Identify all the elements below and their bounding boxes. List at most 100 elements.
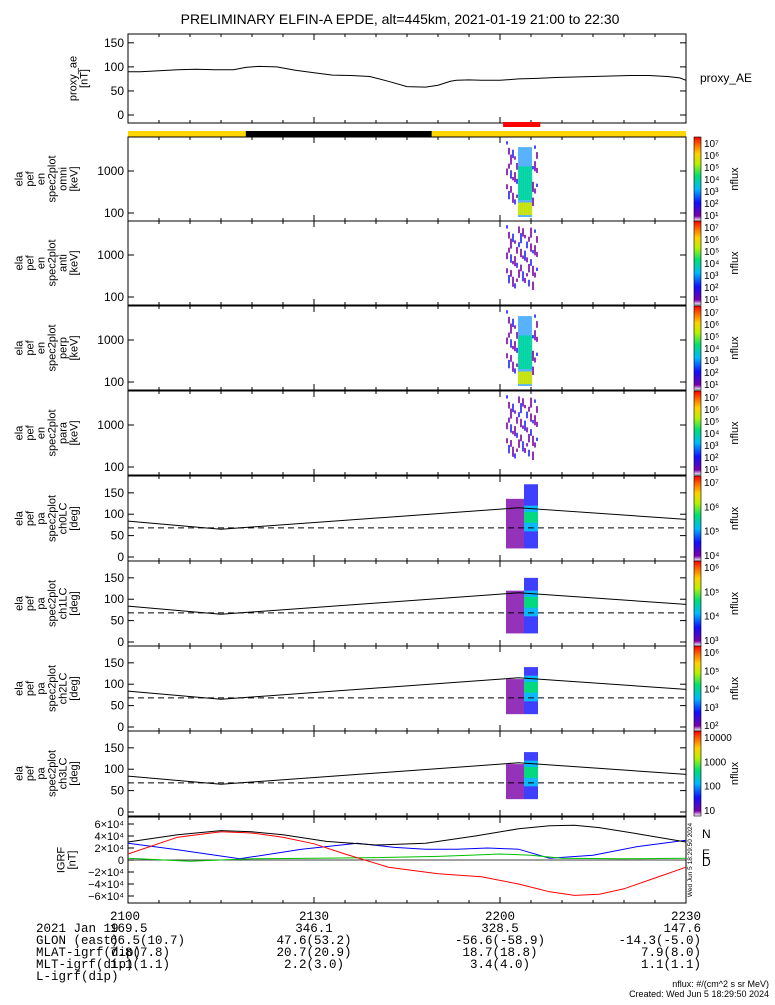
energy-panel-omni-spectrogram-cell (532, 166, 534, 170)
xaxis-mlat-value: -56.6(-58.9) (454, 934, 546, 948)
pa-panel-ch2LC-ytick-label: 0 (117, 720, 124, 734)
xaxis-l-value: 1.1(1.1) (110, 958, 171, 972)
pa-panel-ch3LC-colorbar-tick: 100 (704, 782, 721, 793)
energy-panel-perp-spectrogram-cell (512, 318, 514, 328)
pa-panel-ch3LC-ytick-label: 0 (117, 805, 124, 819)
xaxis-time-value: 2200 (484, 910, 516, 924)
pa-panel-ch0LC-ylabel-line: pef (25, 510, 37, 526)
pa-panel-ch0LC-spectrogram-cell (522, 498, 524, 549)
energy-panel-para-spectrogram-cell (524, 420, 526, 431)
energy-panel-perp-spectrogram-cell (524, 335, 527, 369)
xaxis-glon-value: 346.1 (295, 922, 333, 936)
pa-panel-ch1LC-ytick-label: 150 (104, 571, 124, 585)
pa-panel-ch3LC-colorbar-tick: 10000 (704, 733, 732, 744)
energy-panel-anti-spectrogram-cell (528, 279, 530, 287)
energy-panel-omni-ylabel-line: spec2plot (47, 155, 59, 202)
energy-panel-para-spectrogram-cell (526, 443, 528, 447)
energy-panel-perp-spectrogram-cell (530, 371, 533, 385)
energy-panel-perp-ylabel-line: en (36, 342, 48, 354)
energy-panel-anti-spectrogram-cell (526, 273, 528, 277)
energy-panel-omni-spectrogram-cell (508, 147, 510, 155)
energy-panel-para-spectrogram-cell (512, 403, 514, 413)
xaxis-mlt-value: 18.7(18.8) (462, 946, 538, 960)
energy-panel-omni-spectrogram-cell (532, 181, 534, 192)
pa-panel-ch1LC-ylabel-line: pa (36, 597, 48, 610)
energy-panel-para-ylabel-line: ela (14, 425, 26, 441)
energy-panel-omni-colorbar-tick: 10⁶ (704, 151, 719, 162)
energy-panel-omni-spectrogram-cell (536, 167, 538, 173)
xaxis-row-glon: GLON (east) (6, 923, 119, 959)
energy-panel-perp-spectrogram-cell (532, 366, 534, 375)
pa-panel-ch3LC-ylabel-line: pa (36, 767, 48, 780)
pa-panel-ch0LC-spectrogram-cell (518, 498, 520, 549)
energy-panel-para-spectrogram-cell (520, 403, 522, 414)
energy-panel-omni-spectrogram-cell (528, 202, 531, 216)
energy-panel-para-spectrogram-cell (528, 449, 530, 457)
energy-panel-perp-spectrogram-cell (514, 341, 516, 352)
energy-panel-perp-spectrogram-cell (512, 345, 514, 350)
energy-panel-para-spectrogram-cell (506, 395, 508, 399)
energy-panel-para-spectrogram-cell (506, 438, 508, 444)
energy-panel-anti-colorbar-tick: 10⁶ (704, 235, 719, 246)
pa-panel-ch0LC-frame (127, 475, 687, 562)
xaxis-mlat-value: -14.3(-5.0) (618, 934, 701, 948)
energy-panel-anti-spectrogram-cell (520, 233, 522, 244)
energy-panel-omni-spectrogram-cell (524, 166, 527, 200)
pa-panel-ch0LC-ytick-label: 100 (104, 507, 124, 521)
energy-panel-perp-spectrogram-cell (534, 314, 536, 318)
energy-panel-omni-colorbar-tick: 10⁴ (704, 175, 719, 186)
xaxis-mlt-label: MLT-igrf(dip) (36, 958, 134, 972)
energy-panel-perp-spectrogram-cell (532, 335, 534, 339)
proxy-ae-ytick-label: 50 (111, 84, 125, 98)
energy-panel-anti-spectrogram-cell (516, 278, 518, 282)
energy-panel-para-spectrogram-cell (514, 426, 516, 437)
pa-panel-ch2LC-colorbar-tick: 10³ (704, 703, 719, 714)
pa-panel-ch2LC-spectrogram-cell (524, 682, 526, 693)
pa-panel-ch3LC-spectrogram-cell (508, 764, 510, 800)
energy-panel-perp-spectrogram-cell (508, 359, 510, 369)
pa-panel-ch1LC-spectrogram-cell (508, 590, 510, 634)
pa-panel-ch0LC-spectrogram-cell (536, 512, 538, 523)
energy-panel-anti-spectrogram-cell (506, 252, 508, 260)
pa-panel-ch0LC-colorbar-tick: 10⁴ (704, 551, 719, 562)
energy-panel-perp-spectrogram-cell (536, 352, 538, 356)
pa-panel-ch0LC-spectrogram (506, 484, 538, 549)
xaxis-row-mlt: MLT-igrf(dip) (6, 947, 134, 983)
energy-panel-perp-colorbar-tick: 10¹ (704, 380, 719, 391)
proxy-ae-line (128, 65, 687, 88)
energy-panel-para-ylabel-line: spec2plot (47, 409, 59, 456)
energy-panel-omni-spectrogram-cell (506, 184, 508, 190)
energy-panel-anti-spectrogram-cell (510, 238, 512, 249)
pa-panel-ch2LC-spectrogram (506, 667, 538, 715)
pa-panel-ch1LC-ylabel-line: spec2plot (47, 580, 59, 627)
energy-panel-anti-spectrogram-cell (532, 250, 534, 254)
energy-panel-omni-ylabel-line: omni (58, 167, 70, 191)
energy-panel-omni-colorbar-tick: 10¹ (704, 211, 719, 222)
energy-panel-omni-spectrogram-cell (512, 149, 514, 159)
pa-panel-ch3LC-ylabel-line: ch3LC (58, 758, 70, 790)
energy-panel-omni-ylabel-line: en (36, 173, 48, 185)
energy-panel-anti-spectrogram-cell (506, 268, 508, 274)
pa-panel-ch1LC-spectrogram-cell (522, 590, 524, 634)
energy-panel-para-spectrogram-cell (536, 437, 538, 441)
energy-panel-para-colorbar (693, 390, 702, 476)
energy-panel-perp-spectrogram (506, 310, 538, 386)
energy-panel-perp-spectrogram-cell (518, 371, 521, 385)
energy-panel-anti-ylabel-line: [keV] (69, 250, 81, 275)
pa-panel-ch3LC-spectrogram-cell (506, 764, 508, 800)
energy-panel-perp-spectrogram-cell (510, 339, 512, 348)
energy-panel-perp-colorbar (693, 305, 702, 391)
energy-panel-omni-spectrogram-cell (506, 141, 508, 145)
energy-panel-perp-colorbar-tick: 10⁶ (704, 320, 719, 331)
pa-panel-ch3LC-colorbar-tick: 1000 (704, 757, 727, 768)
energy-panel-perp-ylabel-line: spec2plot (47, 324, 59, 371)
pa-panel-ch2LC-ylabel-line: ch2LC (58, 673, 70, 705)
pa-panel-ch0LC-spectrogram-cell (520, 498, 522, 549)
pa-panel-ch0LC-spectrogram-cell (526, 512, 528, 523)
energy-panel-anti-ylabel-line: ela (14, 255, 26, 271)
pa-panel-ch2LC-spectrogram-cell (520, 679, 522, 715)
energy-panel-anti-spectrogram-cell (516, 247, 518, 254)
pa-panel-ch0LC-colorbar-tick: 10⁶ (704, 502, 719, 513)
energy-panel-para-spectrogram-cell (534, 399, 536, 403)
